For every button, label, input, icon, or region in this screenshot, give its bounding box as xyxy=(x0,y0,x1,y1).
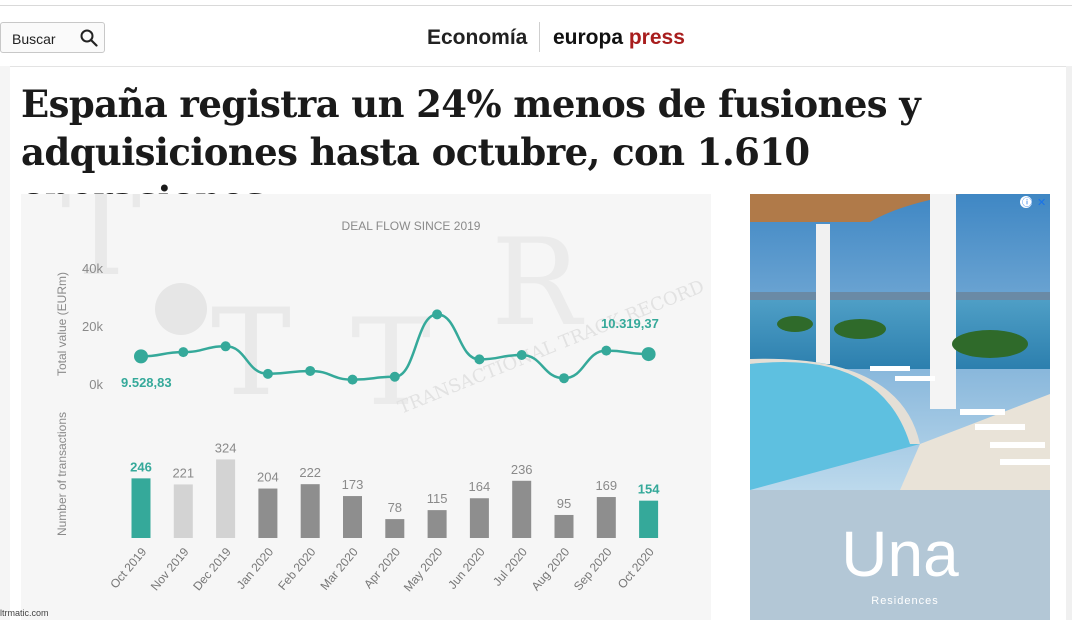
top-divider xyxy=(0,5,1072,6)
bar xyxy=(300,484,320,538)
bar xyxy=(216,459,236,538)
x-tick-label: Apr 2020 xyxy=(361,545,403,592)
x-tick-label: Sep 2020 xyxy=(571,545,615,594)
x-tick-label: Jul 2020 xyxy=(490,545,530,589)
line-point xyxy=(474,354,485,365)
x-tick-label: Mar 2020 xyxy=(317,545,361,593)
x-tick-label: Oct 2020 xyxy=(615,545,657,592)
bar-value-label: 324 xyxy=(215,440,237,455)
line-point xyxy=(641,347,656,362)
chart-title: DEAL FLOW SINCE 2019 xyxy=(342,219,481,233)
section-link[interactable]: Economía xyxy=(427,26,528,49)
x-tick-label: Jun 2020 xyxy=(445,545,488,592)
x-tick-label: Nov 2019 xyxy=(148,545,192,594)
line-point xyxy=(559,373,569,384)
site-header: Buscar Economía europa press xyxy=(0,6,1072,67)
line-point xyxy=(262,368,273,379)
logo-part1: europa xyxy=(553,26,624,49)
bar xyxy=(258,488,278,538)
line-point xyxy=(134,349,148,364)
bar xyxy=(131,478,151,538)
line-point xyxy=(220,341,231,352)
line-point xyxy=(305,365,316,376)
bar-value-label: 222 xyxy=(299,465,321,480)
bar-value-label: 221 xyxy=(172,465,194,480)
ad-info-icon[interactable] xyxy=(1020,196,1032,208)
line-point xyxy=(432,309,443,320)
bar xyxy=(343,496,362,538)
bar-value-label: 95 xyxy=(557,496,571,511)
ad-close-icon[interactable]: ✕ xyxy=(1037,197,1046,209)
site-logo[interactable]: europa press xyxy=(553,26,685,50)
search-button[interactable]: Buscar xyxy=(0,22,105,53)
ad-subtitle: Residences xyxy=(871,595,938,607)
header-separator xyxy=(539,22,540,52)
bar xyxy=(512,480,532,538)
last-value-label: 10.319,37 xyxy=(601,316,659,331)
x-tick-label: Oct 2019 xyxy=(107,545,149,592)
bar-value-label: 169 xyxy=(595,478,617,493)
search-label: Buscar xyxy=(12,31,56,47)
page-scrollbar[interactable] xyxy=(1066,66,1072,620)
line-point xyxy=(516,350,527,360)
deal-flow-chart-image: T T T R TRANSACTIONAL TRACK RECORD DEAL … xyxy=(21,164,711,620)
bar xyxy=(385,519,405,538)
y-tick-label: 20k xyxy=(82,319,103,334)
bar xyxy=(596,497,616,538)
x-tick-label: May 2020 xyxy=(401,545,446,595)
ad-brand[interactable]: Una xyxy=(841,518,959,590)
watermark-letter: R xyxy=(491,214,585,353)
bar-value-label: 78 xyxy=(388,500,402,515)
bar-value-label: 204 xyxy=(257,470,279,485)
x-tick-label: Feb 2020 xyxy=(275,545,319,593)
bar-value-label: 246 xyxy=(130,459,152,474)
line-point xyxy=(389,371,400,382)
y-tick-label: 40k xyxy=(82,261,103,276)
line-y-axis-label: Total value (EURm) xyxy=(55,272,69,376)
watermark-letter: T xyxy=(351,294,431,433)
watermark-letter: T xyxy=(61,194,141,303)
first-value-label: 9.528,83 xyxy=(121,375,172,390)
y-tick-label: 0k xyxy=(89,377,103,392)
bar-value-label: 154 xyxy=(638,482,660,497)
bar-value-label: 164 xyxy=(469,479,491,494)
line-point xyxy=(347,374,358,385)
ad-image[interactable]: ⓘ ✕ Una Residences xyxy=(750,194,1050,620)
logo-part2: press xyxy=(628,26,685,49)
watermark-star-icon xyxy=(155,283,207,335)
bar xyxy=(173,484,193,538)
bar xyxy=(427,510,447,538)
x-tick-label: Dec 2019 xyxy=(190,545,234,594)
ad-info-glyph[interactable]: ⓘ xyxy=(1022,197,1032,209)
line-point xyxy=(601,345,612,356)
image-credit: ltrmatic.com xyxy=(0,608,49,618)
deal-flow-chart: T T T R TRANSACTIONAL TRACK RECORD DEAL … xyxy=(55,164,707,595)
advertisement[interactable]: ⓘ ✕ Una Residences xyxy=(750,194,1050,620)
x-tick-label: Jan 2020 xyxy=(234,545,277,592)
search-icon xyxy=(80,29,98,47)
bar xyxy=(469,498,489,538)
line-point xyxy=(178,347,189,358)
x-tick-label: Aug 2020 xyxy=(529,545,573,594)
bar-value-label: 236 xyxy=(511,462,533,477)
bar-value-label: 173 xyxy=(342,477,364,492)
bar xyxy=(554,514,574,538)
bar-value-label: 115 xyxy=(427,491,448,506)
left-gutter xyxy=(0,66,10,620)
watermark-letter: T xyxy=(211,284,291,423)
bar xyxy=(639,500,659,538)
bar-y-axis-label: Number of transactions xyxy=(55,412,69,536)
